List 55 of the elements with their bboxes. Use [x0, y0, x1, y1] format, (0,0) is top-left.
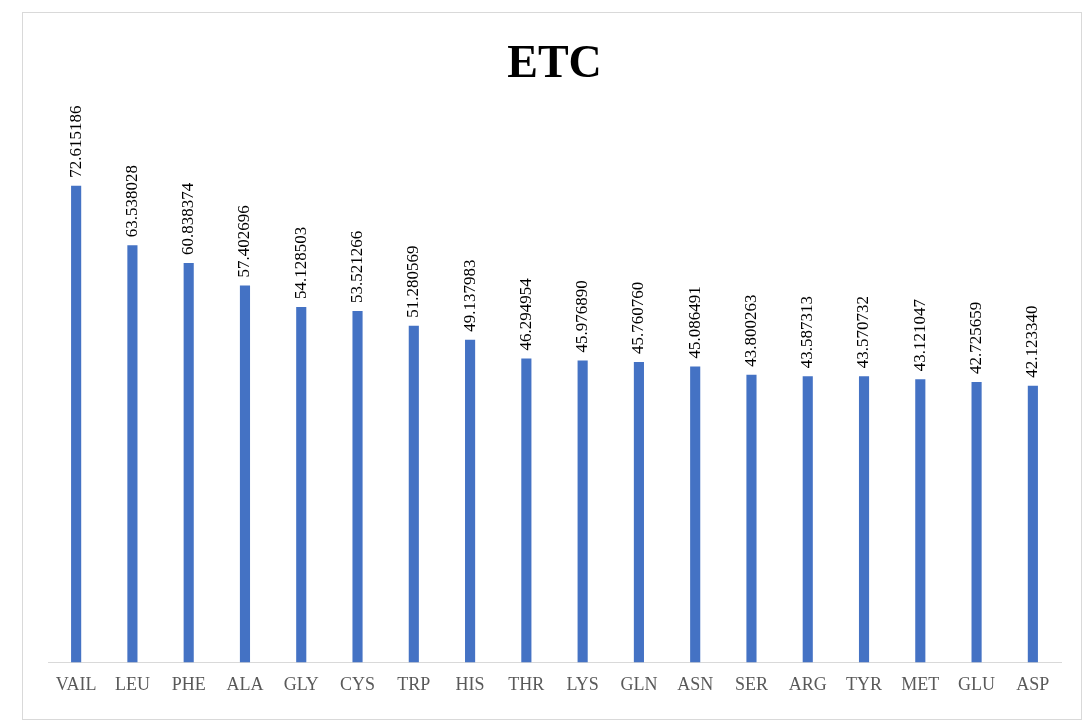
- bar: [858, 376, 870, 663]
- chart-title: ETC: [507, 36, 602, 88]
- bar: [690, 366, 701, 663]
- bar: [296, 307, 307, 663]
- x-tick-label: ASP: [1016, 673, 1050, 694]
- bar: [408, 325, 419, 663]
- x-tick-label: ARG: [788, 673, 827, 694]
- data-label: 43.587313: [797, 296, 817, 369]
- x-tick-label: ASN: [677, 673, 714, 694]
- bar: [239, 285, 251, 663]
- bar: [577, 360, 588, 663]
- x-tick-label: SER: [734, 673, 768, 694]
- x-tick-label: THR: [508, 673, 545, 694]
- bar: [71, 185, 82, 663]
- data-label: 51.280569: [403, 245, 423, 318]
- bar: [1027, 385, 1038, 663]
- x-tick-label: VAIL: [55, 673, 97, 694]
- bar: [971, 381, 982, 663]
- bar: [352, 311, 363, 663]
- bar: [915, 379, 926, 663]
- bar: [802, 376, 813, 663]
- bar: [521, 358, 532, 663]
- x-tick-label: GLY: [283, 673, 319, 694]
- x-tick-label: CYS: [340, 673, 376, 694]
- data-label: 43.800263: [740, 294, 760, 367]
- data-label: 43.121047: [909, 298, 929, 372]
- x-tick-label: MET: [901, 673, 940, 694]
- data-label: 45.976890: [572, 280, 592, 353]
- x-tick-label: TRP: [397, 673, 431, 694]
- data-label: 60.838374: [178, 182, 198, 255]
- x-tick-label: TYR: [846, 673, 883, 694]
- data-label: 43.570732: [853, 296, 873, 369]
- data-label: 45.086491: [684, 286, 704, 359]
- data-label: 42.123340: [1022, 305, 1042, 378]
- x-tick-label: ALA: [226, 673, 264, 694]
- data-label: 42.725659: [966, 301, 986, 374]
- x-tick-label: GLU: [958, 673, 996, 694]
- data-label: 49.137983: [459, 259, 479, 332]
- data-label: 72.615186: [65, 105, 85, 178]
- data-label: 54.128503: [290, 226, 310, 300]
- x-tick-label: PHE: [171, 673, 206, 694]
- x-tick-label: LYS: [566, 673, 599, 694]
- bar: [746, 374, 757, 663]
- bar: [127, 245, 138, 663]
- data-label: 45.760760: [628, 281, 648, 354]
- data-label: 63.538028: [121, 165, 141, 238]
- data-label: 53.521266: [347, 230, 366, 304]
- x-tick-label: HIS: [455, 673, 485, 694]
- x-tick-label: GLN: [620, 673, 658, 694]
- data-label: 46.294954: [515, 277, 535, 351]
- x-tick-label: LEU: [114, 673, 150, 694]
- bar: [183, 263, 194, 663]
- data-label: 57.402696: [234, 205, 254, 278]
- bar: [465, 339, 476, 663]
- bar: [633, 361, 644, 663]
